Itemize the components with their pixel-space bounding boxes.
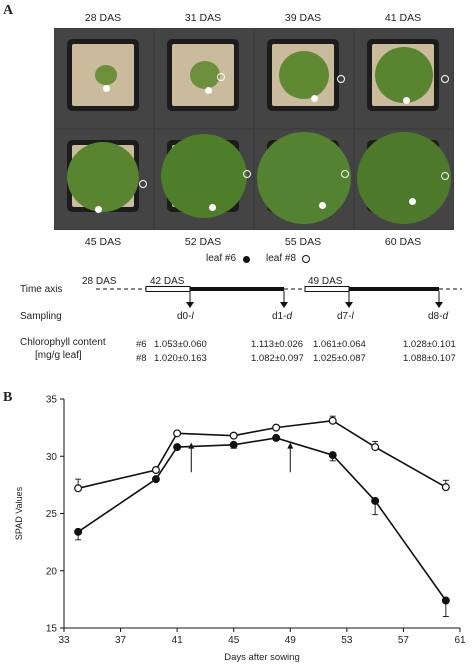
sampling-label: Sampling [20,311,62,322]
legend-leaf8-label: leaf #8 [266,253,297,264]
value-leaf8-d1: 1.082±0.097 [251,353,304,364]
value-leaf8-d8: 1.088±0.107 [403,353,456,364]
data-point [272,423,281,432]
y-tick-label: 20 [46,566,58,577]
open-circle-icon [302,255,310,263]
series-open-circle [74,415,450,493]
annotation-arrow-head [287,442,294,449]
y-tick-label: 15 [46,624,58,635]
data-point [441,483,450,492]
series-line [77,419,447,490]
data-point [229,431,238,440]
das-label-top-4: 41 DAS [384,12,422,24]
das-label-top-3: 39 DAS [284,12,322,24]
time-axis-label: Time axis [20,284,63,295]
das-label-bottom-1: 45 DAS [84,236,122,248]
filled-circle-icon [243,256,250,263]
y-tick-label: 25 [46,509,58,520]
x-tick-label: 41 [172,635,184,646]
chlorophyll-label: Chlorophyll content [20,337,106,348]
x-tick-label: 61 [454,635,466,646]
series-layer [74,415,450,618]
sample-d0: d0-l [177,311,194,322]
photo-60-das [355,130,453,229]
sampling-timeline [96,286,462,308]
sample-d8: d8-d [428,311,449,322]
x-tick-label: 33 [58,635,70,646]
photo-45-das [55,130,153,229]
data-point [173,429,182,438]
sample-d1: d1-d [272,311,293,322]
data-point [74,527,83,536]
data-point [441,596,450,605]
x-tick-label: 45 [228,635,240,646]
das-label-bottom-3: 55 DAS [284,236,322,248]
y-tick-label: 30 [46,452,58,463]
das-label-bottom-4: 60 DAS [384,236,422,248]
value-leaf6-d1: 1.113±0.026 [251,339,304,350]
das-label-top-1: 28 DAS [84,12,122,24]
data-point [371,496,380,505]
photo-31-das [155,29,253,128]
data-point [328,451,337,460]
data-point [328,416,337,425]
das-label-top-2: 31 DAS [184,12,222,24]
panel-a-letter: A [3,3,14,18]
photo-52-das [155,130,253,229]
x-axis-label: Days after sowing [224,652,300,663]
sample-d7: d7-l [337,311,354,322]
value-leaf6-d8: 1.028±0.101 [403,339,456,350]
row-leaf-8: #8 [136,353,147,364]
photo-39-das [255,29,353,128]
data-point [173,443,182,452]
series-line [77,437,447,601]
panel-b-letter: B [3,390,13,405]
series-filled-circle [74,433,450,618]
value-leaf6-d0: 1.053±0.060 [154,339,207,350]
value-leaf8-d7: 1.025±0.087 [313,353,366,364]
x-tick-label: 37 [115,635,127,646]
y-tick-label: 35 [46,395,58,406]
timeline-28-das: 28 DAS [82,276,117,287]
plant-photo-grid [54,28,454,230]
annotation-arrows [188,442,294,473]
row-leaf-6: #6 [136,339,147,350]
data-point [272,433,281,442]
x-tick-label: 57 [398,635,410,646]
y-axis-ticks: 15 20 25 30 35 [46,395,64,635]
data-point [151,465,160,474]
photo-41-das [355,29,453,128]
legend-leaf6-label: leaf #6 [206,253,237,264]
data-point [151,475,160,484]
x-axis-ticks: 33 37 41 45 49 53 57 61 [58,628,466,646]
y-axis-label: SPAD Values [14,486,24,540]
data-point [229,440,238,449]
value-leaf6-d7: 1.061±0.064 [313,339,366,350]
timeline-42-das: 42 DAS [150,276,185,287]
value-leaf8-d0: 1.020±0.163 [154,353,207,364]
chlorophyll-unit-label: [mg/g leaf] [35,350,82,361]
x-tick-label: 53 [341,635,353,646]
data-point [371,443,380,452]
x-tick-label: 49 [285,635,297,646]
das-label-bottom-2: 52 DAS [184,236,222,248]
timeline-49-das: 49 DAS [308,276,343,287]
data-point [74,484,83,493]
photo-55-das [255,130,353,229]
photo-28-das [55,29,153,128]
